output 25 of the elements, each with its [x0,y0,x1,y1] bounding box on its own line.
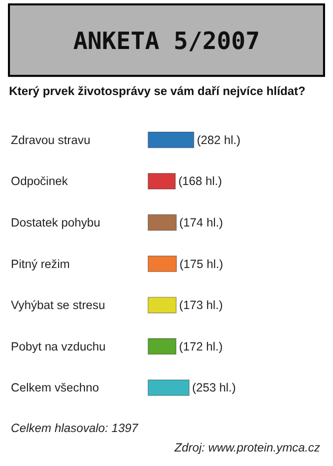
y-tick-label: Odpočinek [10,174,68,188]
y-tick-label: Vyhýbat se stresu [10,298,106,312]
data-label: (172 hl.) [178,339,223,354]
bar [148,214,177,231]
bar [148,379,190,396]
bar [148,338,176,355]
y-tick-label: Zdravou stravu [10,132,90,147]
bar [148,296,177,314]
y-tick-label: Dostatek pohybu [10,215,100,230]
chart-subtitle: Který prvek životosprávy se vám daří nejvíce hlídat? [8,84,306,98]
y-tick-label: Pobyt na vzduchu [10,339,106,354]
chart-title: ANKETA 5/2007 [73,27,260,56]
bar [148,256,177,272]
data-label: (173 hl.) [179,298,223,312]
data-label: (282 hl.) [196,132,241,147]
data-label: (253 hl.) [192,380,236,395]
bar [148,132,194,148]
text: Zdroj: www.protein.ymca.cz [174,440,320,455]
bar [148,172,176,190]
y-tick-label: Celkem všechno [10,380,100,395]
data-label: (168 hl.) [178,174,222,188]
text: Celkem hlasovalo: 1397 [10,420,138,435]
data-label: (175 hl.) [179,256,224,271]
y-tick-label: Pitný režim [10,256,70,271]
data-label: (174 hl.) [179,215,224,230]
